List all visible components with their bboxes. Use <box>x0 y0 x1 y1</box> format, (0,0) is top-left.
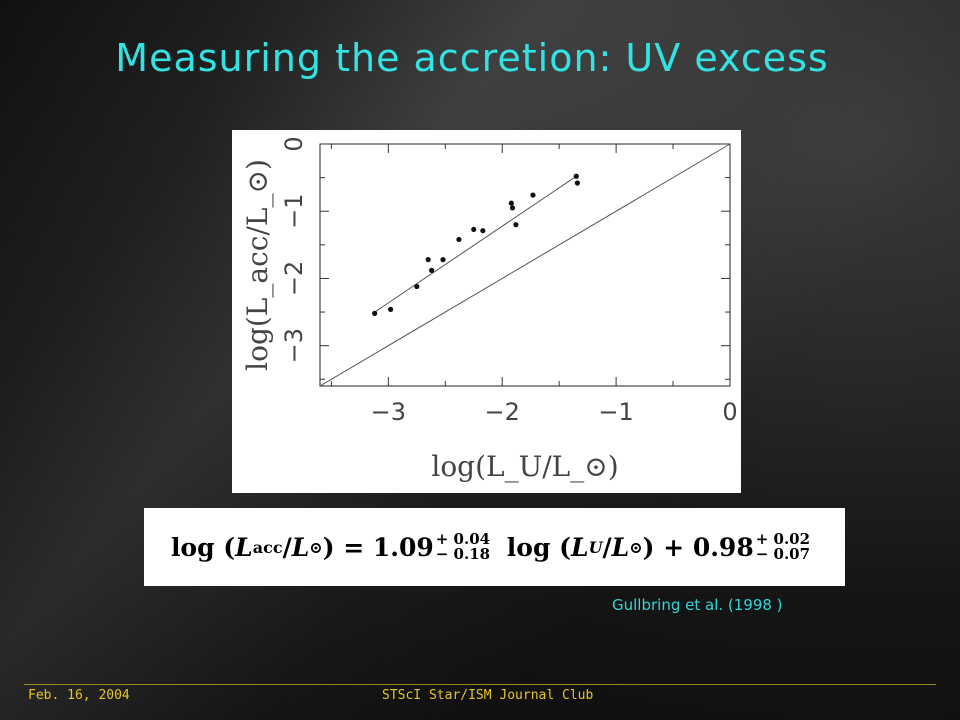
data-point <box>574 180 580 186</box>
eq-rhs-sub2: ⊙ <box>629 537 643 557</box>
data-point <box>480 228 486 234</box>
eq-rhs-var: L <box>570 532 589 562</box>
data-point <box>388 306 394 312</box>
x-tick-label: 0 <box>722 398 737 426</box>
eq-lhs-sub: acc <box>252 537 283 557</box>
data-point <box>573 173 579 179</box>
eq-lhs-sub2: ⊙ <box>309 537 323 557</box>
eq-lhs-mid: / <box>282 532 292 562</box>
eq-lhs-var: L <box>235 532 253 562</box>
data-point <box>530 192 536 198</box>
eq-coef-sup: + 0.04 <box>435 530 491 548</box>
eq-rhs-sub: U <box>588 537 603 557</box>
y-tick-label: 0 <box>280 136 308 151</box>
fit-lines <box>319 143 731 387</box>
data-point <box>372 310 378 316</box>
footer-date: Feb. 16, 2004 <box>28 688 130 703</box>
eq-rhs-mid: / <box>602 532 612 562</box>
eq-coef-uncertainty: + 0.04 − 0.18 <box>436 532 490 562</box>
fit-line <box>374 175 578 313</box>
one-to-one-line <box>319 143 731 387</box>
y-tick-label: −1 <box>280 194 308 229</box>
x-tick-label: −2 <box>485 398 520 426</box>
data-point <box>414 283 420 290</box>
y-axis-label: log(L_acc/L_⊙) <box>241 159 274 371</box>
eq-const-sup: + 0.02 <box>755 530 811 548</box>
data-point <box>471 226 477 232</box>
data-point <box>425 257 431 263</box>
data-point <box>440 257 446 263</box>
data-point <box>508 200 514 206</box>
scatter-figure: −3 −2 −1 0 −3 −2 −1 0 log(L_U/L_⊙) log(L_acc/L… <box>232 130 741 493</box>
plot-frame <box>319 143 731 387</box>
eq-lhs-var2: L <box>291 532 310 562</box>
slide-title: Measuring the accretion: UV excess <box>115 36 829 80</box>
eq-rhs-open: log ( <box>498 532 571 562</box>
y-tick-labels: −3 −2 −1 0 <box>280 136 308 363</box>
eq-const-sub: − 0.07 <box>755 545 811 563</box>
eq-coef-sub: − 0.18 <box>435 545 491 563</box>
x-tick-label: −3 <box>371 398 406 426</box>
eq-lhs-open: log ( <box>170 532 236 562</box>
data-point <box>429 267 435 273</box>
x-tick-label: −1 <box>598 398 633 426</box>
axis-ticks <box>320 143 731 386</box>
data-point <box>513 222 519 228</box>
footer-event: STScI Star/ISM Journal Club <box>382 688 594 703</box>
eq-lhs-close: ) = 1.09 <box>322 532 434 562</box>
eq-rhs-var2: L <box>611 532 630 562</box>
x-axis-label: log(L_U/L_⊙) <box>431 450 618 483</box>
eq-const-uncertainty: + 0.02 − 0.07 <box>756 532 810 562</box>
data-points <box>372 173 580 316</box>
y-tick-label: −3 <box>280 328 308 363</box>
citation: Gullbring et al. (1998 ) <box>612 596 783 614</box>
data-point <box>509 205 516 211</box>
y-tick-label: −2 <box>280 261 308 296</box>
eq-rhs-close: ) + 0.98 <box>642 532 754 562</box>
x-tick-labels: −3 −2 −1 0 <box>371 398 738 426</box>
data-point <box>456 236 462 243</box>
footer-divider <box>24 684 936 685</box>
scatter-chart: −3 −2 −1 0 −3 −2 −1 0 log(L_U/L_⊙) log(L_acc/L… <box>241 136 738 483</box>
